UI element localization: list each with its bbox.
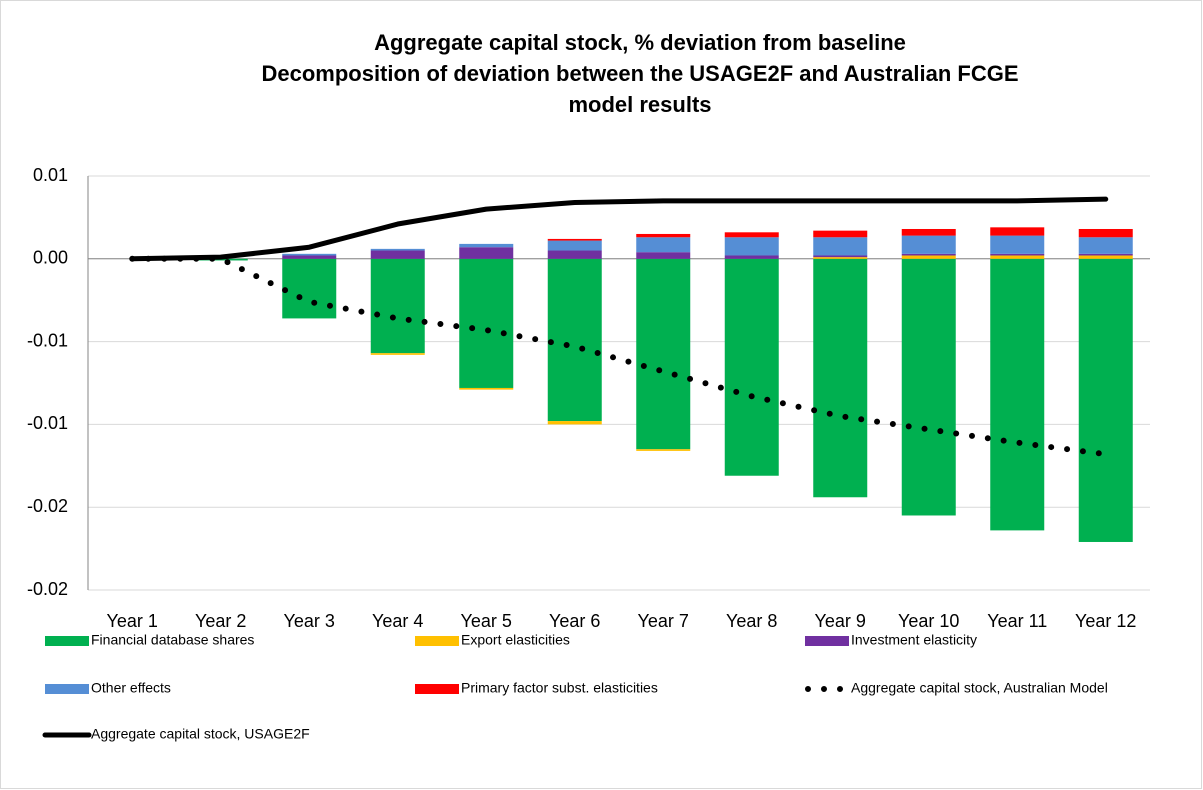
x-tick-label: Year 7 (638, 611, 689, 631)
chart-title: Aggregate capital stock, % deviation fro… (374, 30, 906, 55)
x-tick-label: Year 3 (284, 611, 335, 631)
legend-label: Aggregate capital stock, Australian Mode… (851, 680, 1108, 696)
bar-segment (1078, 237, 1133, 254)
bar-segment (636, 252, 691, 259)
bar-segment (459, 247, 514, 259)
bar-segment (724, 232, 779, 238)
bar-segment (547, 421, 602, 425)
x-tick-label: Year 6 (549, 611, 600, 631)
legend-label: Financial database shares (91, 632, 254, 648)
bar-segment (813, 258, 868, 498)
legend-label: Primary factor subst. elasticities (461, 680, 658, 696)
bar-segment (1078, 258, 1133, 542)
bar-segment (547, 238, 602, 241)
bar-segment (636, 233, 691, 238)
bar-segment (901, 258, 956, 516)
bar-segment (813, 257, 868, 259)
bar-segment (901, 228, 956, 236)
legend-label: Export elasticities (461, 632, 570, 648)
bar-segment (1078, 255, 1133, 259)
y-tick-label: -0.02 (27, 496, 68, 516)
legend-label: Other effects (91, 680, 171, 696)
bar-segment (724, 237, 779, 256)
bar-segment (636, 237, 691, 253)
y-tick-label: -0.01 (27, 330, 68, 350)
x-tick-label: Year 10 (898, 611, 959, 631)
bar-segment (636, 258, 691, 450)
x-tick-label: Year 11 (987, 611, 1047, 631)
legend-swatch (805, 636, 849, 646)
bar-segment (547, 240, 602, 251)
legend-label: Aggregate capital stock, USAGE2F (91, 726, 310, 742)
bar-segment (901, 255, 956, 259)
x-tick-label: Year 8 (726, 611, 777, 631)
legend-swatch (415, 636, 459, 646)
bar-segment (282, 253, 337, 256)
bar-segment (282, 255, 337, 259)
bar-segment (547, 258, 602, 422)
bar-segment (901, 235, 956, 254)
bar-segment (990, 258, 1045, 531)
x-tick-label: Year 9 (815, 611, 866, 631)
line-series (129, 196, 1109, 262)
x-tick-label: Year 2 (195, 611, 246, 631)
bar-segment (1078, 228, 1133, 238)
y-tick-label: -0.01 (27, 413, 68, 433)
legend-swatch (45, 684, 89, 694)
bar-segment (459, 387, 514, 390)
bar-segment (813, 237, 868, 256)
bar-segment (901, 253, 956, 256)
bar-segment (724, 258, 779, 476)
x-tick-label: Year 4 (372, 611, 423, 631)
bar-segment (813, 230, 868, 238)
chart-title: Decomposition of deviation between the U… (261, 61, 1018, 86)
bar-segment (636, 449, 691, 451)
bar-segment (813, 255, 868, 258)
y-tick-label: 0.00 (33, 248, 68, 268)
bar-segment (724, 255, 779, 259)
legend-label: Investment elasticity (851, 632, 977, 648)
bar-segment (370, 258, 425, 354)
bar-segment (547, 250, 602, 259)
x-tick-label: Year 12 (1075, 611, 1136, 631)
x-tick-label: Year 1 (107, 611, 158, 631)
legend-swatch (45, 636, 89, 646)
bar-segment (370, 250, 425, 259)
bar-segment (1078, 253, 1133, 256)
y-tick-label: -0.02 (27, 579, 68, 599)
bar-segment (459, 258, 514, 388)
bar-segment (990, 235, 1045, 254)
y-tick-label: 0.01 (33, 165, 68, 185)
legend-swatch (415, 684, 459, 694)
chart-title: model results (568, 92, 711, 117)
bar-segment (990, 227, 1045, 236)
bar-segment (282, 258, 337, 319)
bar-segment (990, 253, 1045, 256)
x-tick-label: Year 5 (461, 611, 512, 631)
bar-segment (370, 353, 425, 355)
bar-segment (990, 255, 1045, 259)
bar-segment (370, 248, 425, 251)
bar-segment (459, 243, 514, 248)
